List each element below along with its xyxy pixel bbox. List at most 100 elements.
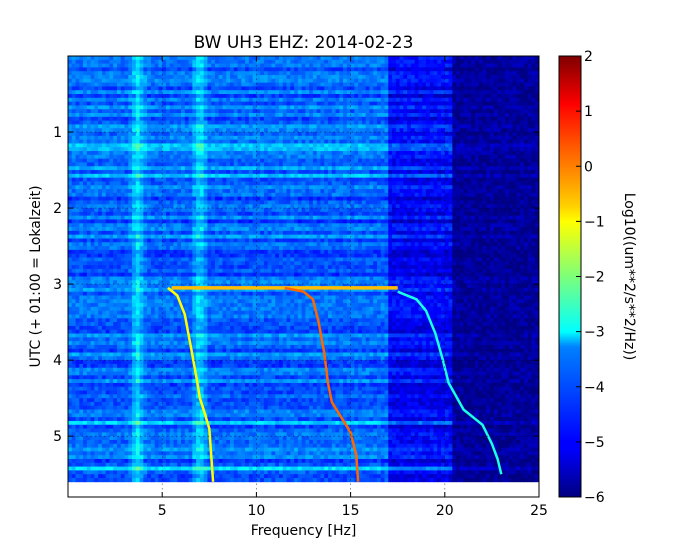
heatmap-cell	[139, 196, 144, 201]
heatmap-cell	[196, 162, 201, 167]
heatmap-cell	[312, 166, 318, 171]
heatmap-cell	[512, 200, 517, 205]
heatmap-cell	[369, 101, 374, 106]
heatmap-cell	[459, 170, 465, 175]
heatmap-cell	[188, 120, 193, 125]
heatmap-cell	[196, 109, 201, 114]
heatmap-cell	[101, 166, 107, 171]
heatmap-cell	[312, 170, 318, 175]
heatmap-cell	[256, 192, 261, 198]
heatmap-cell	[459, 147, 465, 152]
heatmap-cell	[508, 154, 514, 160]
heatmap-cell	[177, 78, 182, 84]
heatmap-cell	[237, 94, 242, 99]
heatmap-cell	[120, 170, 125, 175]
heatmap-cell	[79, 101, 84, 106]
heatmap-cell	[448, 75, 453, 80]
heatmap-cell	[245, 154, 250, 160]
heatmap-cell	[105, 75, 110, 80]
heatmap-cell	[410, 147, 416, 152]
heatmap-cell	[490, 162, 495, 167]
heatmap-cell	[116, 97, 122, 103]
heatmap-cell	[354, 63, 359, 68]
heatmap-cell	[158, 196, 163, 201]
heatmap-cell	[512, 204, 517, 209]
heatmap-cell	[79, 204, 84, 209]
heatmap-cell	[143, 135, 148, 141]
heatmap-cell	[531, 128, 536, 133]
heatmap-cell	[279, 166, 284, 171]
heatmap-cell	[211, 132, 216, 137]
heatmap-cell	[252, 67, 257, 72]
heatmap-cell	[429, 59, 434, 64]
heatmap-cell	[354, 143, 359, 148]
heatmap-cell	[388, 101, 393, 106]
heatmap-cell	[245, 158, 250, 163]
heatmap-cell	[199, 97, 205, 103]
heatmap-cell	[233, 75, 238, 80]
heatmap-cell	[425, 101, 431, 106]
heatmap-cell	[320, 71, 325, 76]
heatmap-cell	[207, 170, 212, 175]
heatmap-cell	[124, 63, 129, 68]
heatmap-cell	[101, 177, 107, 182]
heatmap-cell	[248, 86, 254, 91]
heatmap-cell	[467, 113, 472, 118]
heatmap-cell	[68, 196, 73, 201]
heatmap-cell	[346, 120, 351, 125]
heatmap-cell	[165, 139, 171, 144]
heatmap-cell	[267, 154, 272, 160]
heatmap-cell	[86, 204, 92, 209]
heatmap-cell	[109, 166, 114, 171]
heatmap-cell	[467, 59, 472, 64]
heatmap-cell	[113, 139, 118, 144]
heatmap-cell	[230, 124, 235, 129]
heatmap-cell	[181, 189, 186, 194]
heatmap-cell	[169, 170, 174, 175]
heatmap-cell	[403, 166, 408, 171]
heatmap-cell	[109, 192, 114, 198]
heatmap-cell	[199, 132, 205, 137]
heatmap-cell	[120, 113, 125, 118]
heatmap-cell	[109, 162, 114, 167]
heatmap-cell	[86, 116, 92, 122]
heatmap-cell	[490, 101, 495, 106]
heatmap-cell	[365, 63, 370, 68]
heatmap-cell	[512, 151, 517, 156]
heatmap-cell	[150, 128, 156, 133]
heatmap-cell	[147, 94, 152, 99]
heatmap-cell	[309, 196, 314, 201]
heatmap-cell	[339, 132, 344, 137]
heatmap-cell	[297, 86, 303, 91]
heatmap-cell	[86, 196, 92, 201]
heatmap-cell	[312, 105, 318, 110]
heatmap-cell	[260, 204, 265, 209]
heatmap-cell	[309, 90, 314, 95]
heatmap-cell	[158, 116, 163, 122]
heatmap-cell	[490, 124, 495, 129]
heatmap-cell	[459, 177, 465, 182]
heatmap-cell	[256, 185, 261, 190]
heatmap-cell	[331, 109, 336, 114]
heatmap-cell	[376, 173, 382, 179]
heatmap-cell	[490, 113, 495, 118]
heatmap-cell	[433, 113, 438, 118]
heatmap-cell	[433, 128, 438, 133]
heatmap-cell	[309, 86, 314, 91]
heatmap-cell	[471, 147, 476, 152]
heatmap-cell	[101, 128, 107, 133]
heatmap-cell	[474, 59, 480, 64]
heatmap-cell	[365, 162, 370, 167]
heatmap-cell	[218, 147, 223, 152]
heatmap-cell	[471, 94, 476, 99]
heatmap-cell	[410, 105, 416, 110]
heatmap-cell	[252, 109, 257, 114]
heatmap-cell	[331, 200, 336, 205]
heatmap-cell	[169, 86, 174, 91]
heatmap-cell	[203, 109, 208, 114]
heatmap-cell	[94, 124, 99, 129]
heatmap-cell	[490, 185, 495, 190]
heatmap-cell	[297, 101, 303, 106]
heatmap-cell	[395, 177, 400, 182]
heatmap-cell	[79, 78, 84, 84]
